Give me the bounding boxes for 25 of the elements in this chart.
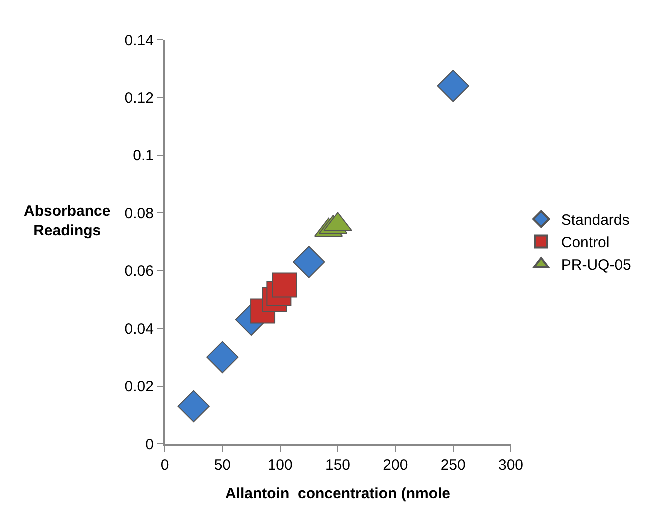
x-tick-label: 250: [440, 457, 466, 474]
legend-label: Control: [561, 234, 610, 252]
x-tick-label: 0: [160, 457, 170, 474]
point: [178, 390, 210, 423]
x-tick-label: 200: [383, 457, 408, 474]
y-axis-title: Absorbance Readings: [24, 203, 111, 240]
x-tick-label: 300: [498, 457, 524, 474]
y-tick-label: 0.04: [124, 320, 154, 338]
x-tick-label: 50: [214, 457, 232, 474]
y-tick-label: 0.1: [133, 148, 154, 165]
y-tick-label: 0: [146, 436, 154, 454]
point: [437, 70, 470, 102]
x-axis-title: Allantoin concentration (nmole: [225, 486, 451, 502]
legend-label: PR-UQ-05: [561, 257, 632, 274]
y-tick-label: 0.08: [124, 205, 154, 222]
y-tick-label: 0.12: [124, 90, 154, 107]
point: [206, 341, 239, 374]
point: [293, 246, 326, 278]
x-tick-label: 100: [268, 457, 293, 474]
y-tick-label: 0.06: [124, 263, 154, 280]
x-tick-label: 150: [325, 457, 351, 474]
y-tick-label: 0.02: [124, 378, 154, 396]
y-tick-label: 0.14: [124, 32, 154, 50]
legend-label: Standards: [561, 212, 630, 230]
point: [272, 272, 298, 298]
